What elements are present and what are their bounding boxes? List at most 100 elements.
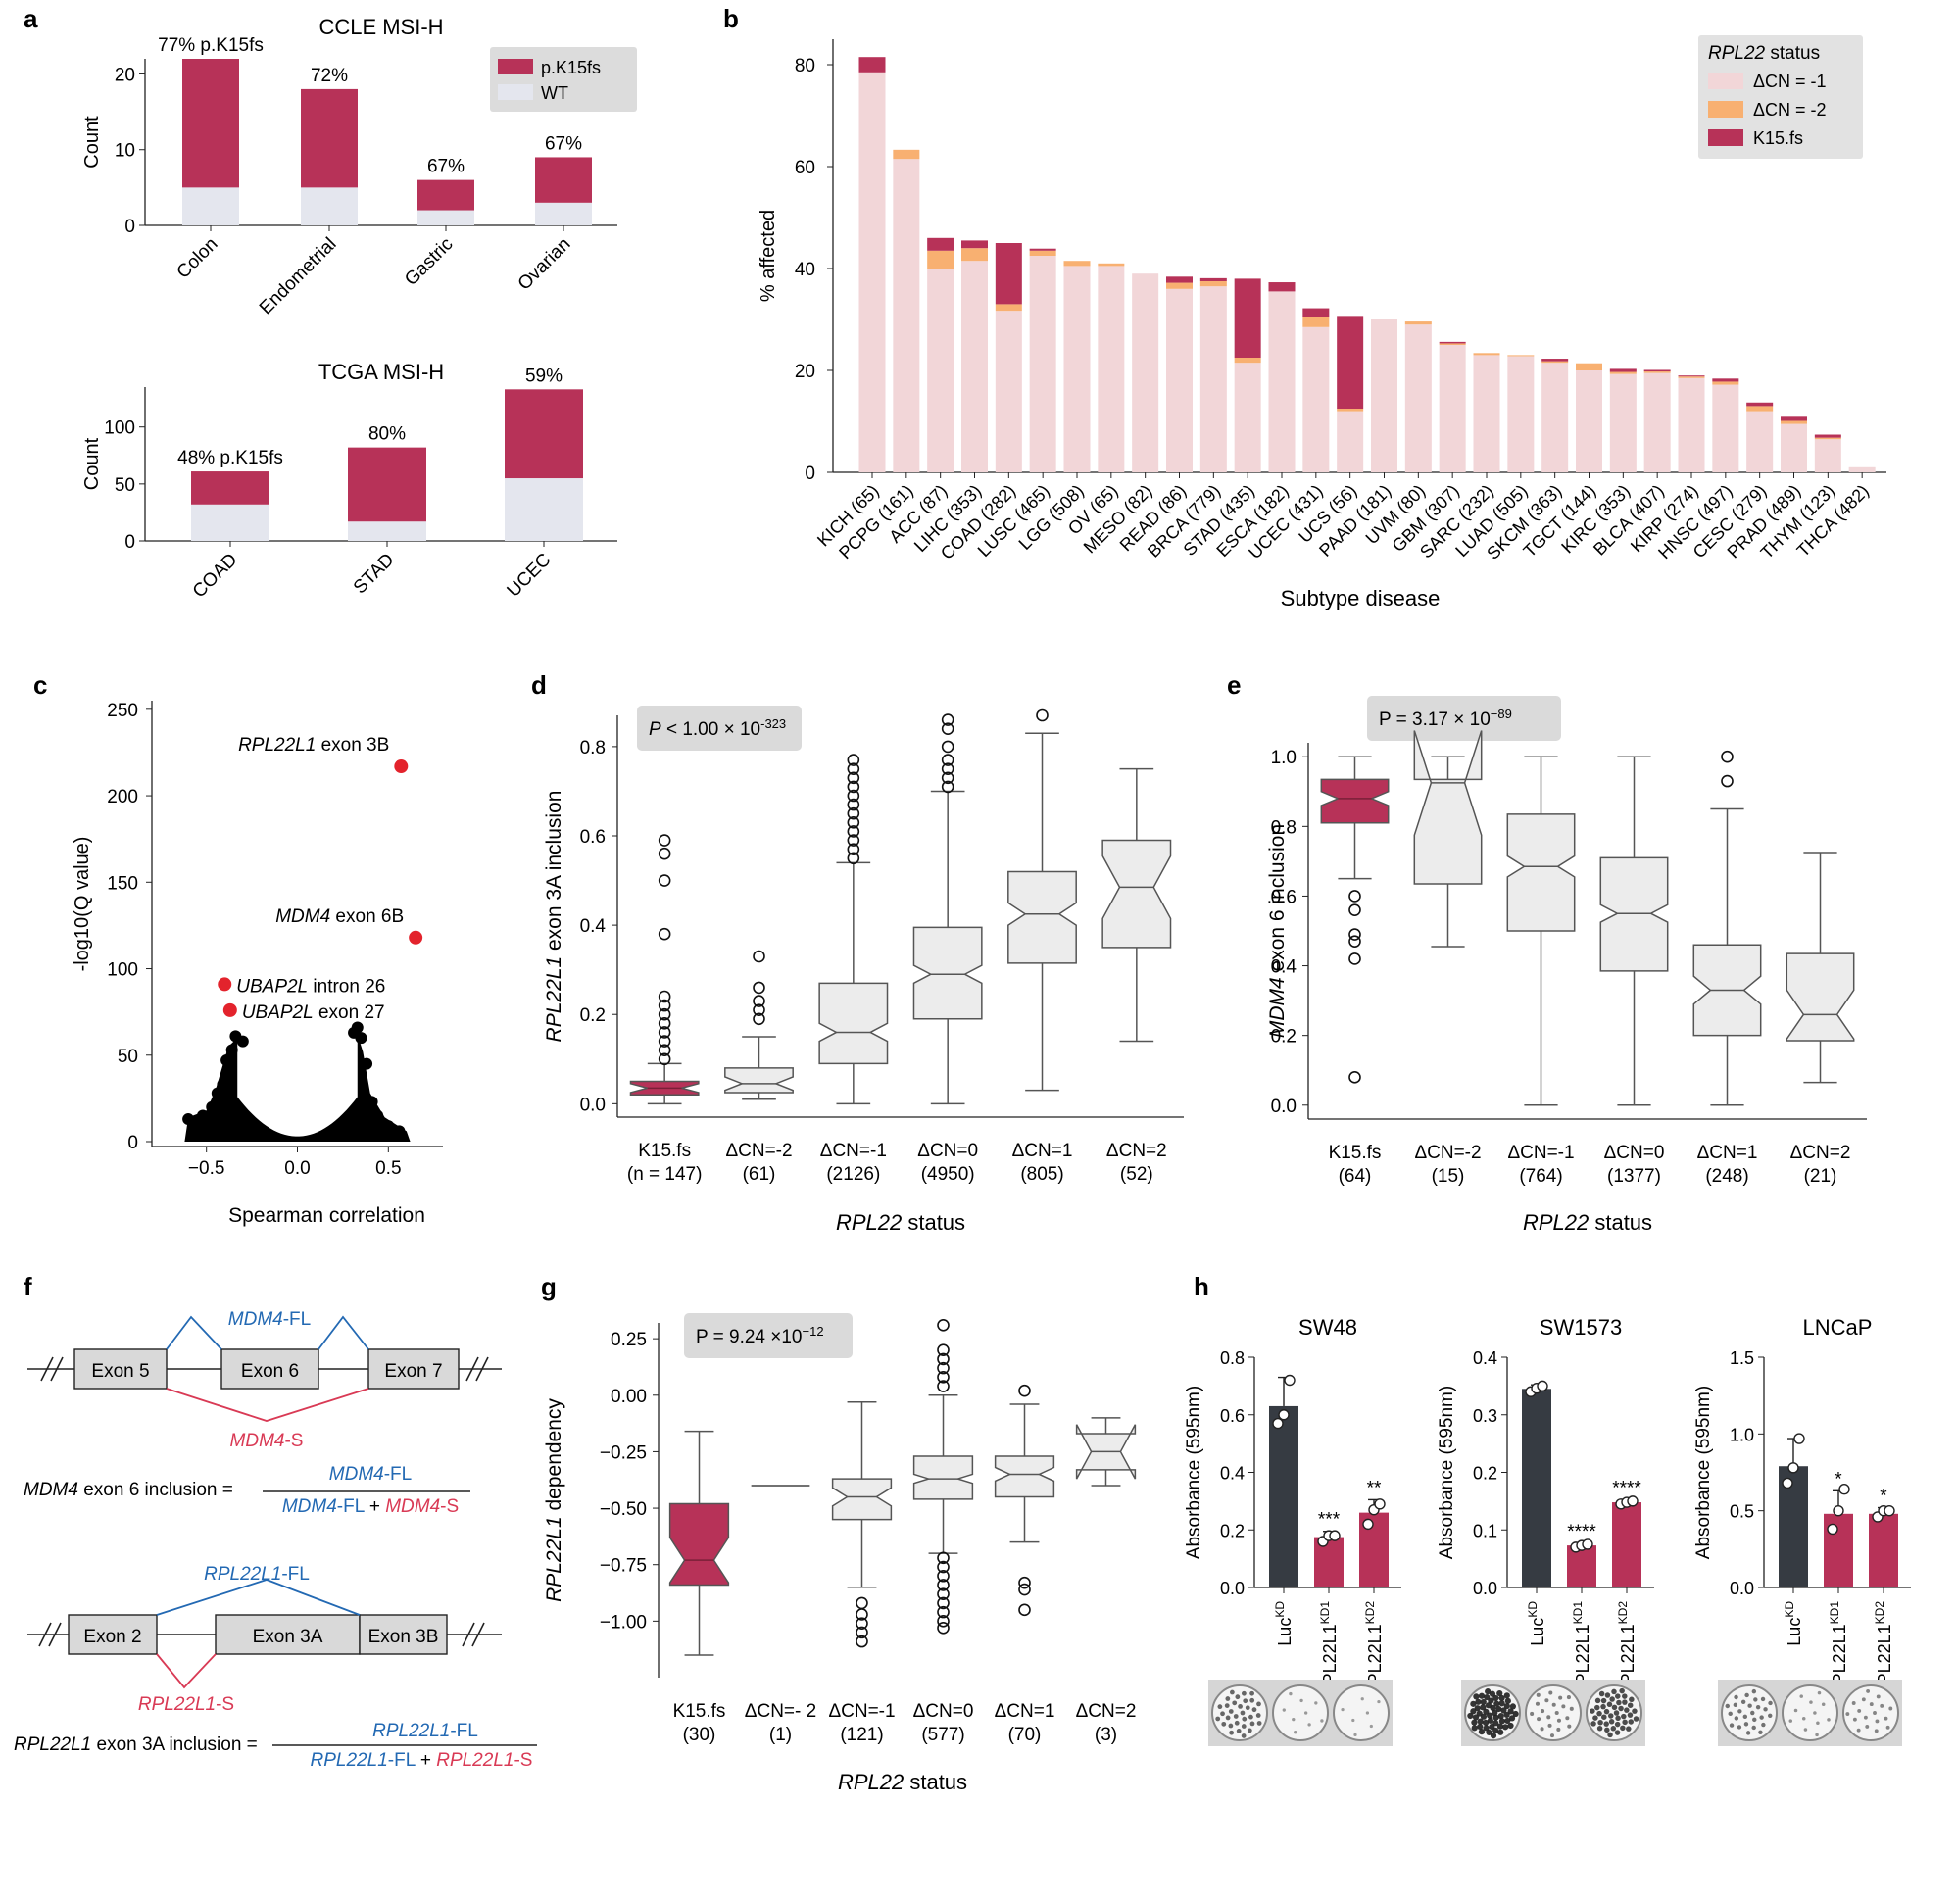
x-category-count: (764)	[1519, 1166, 1562, 1187]
outlier-point	[1018, 1384, 1031, 1397]
outlier-point	[847, 771, 860, 785]
x-axis-label: Spearman correlation	[228, 1204, 425, 1227]
colony-dot	[1492, 1694, 1499, 1702]
box-body	[1786, 952, 1855, 1042]
outlier-point	[658, 1017, 671, 1030]
colony-dot	[1598, 1690, 1605, 1697]
highlight-label: UBAP2L exon 27	[242, 1002, 385, 1023]
colony-dot	[1471, 1719, 1478, 1726]
outlier-point	[1036, 708, 1049, 722]
x-tick-label: LucKD	[1526, 1601, 1547, 1646]
colony-dot	[1760, 1696, 1766, 1702]
colony-dot	[1492, 1709, 1498, 1717]
colony-dot	[1817, 1690, 1822, 1695]
colony-dot	[1733, 1702, 1738, 1708]
y-tick-label: 0.0	[1473, 1579, 1497, 1598]
colony-dot	[1616, 1699, 1622, 1706]
bar-segment	[1507, 356, 1535, 472]
exon-label: Exon 3B	[368, 1627, 439, 1647]
x-axis-label-rest: status	[1589, 1210, 1652, 1235]
x-tick-label: RPL22L1KD2	[1363, 1601, 1385, 1698]
exon-box	[220, 1348, 319, 1390]
break-mark-left	[38, 1622, 62, 1647]
outlier-point	[847, 780, 860, 794]
bar	[1869, 1513, 1898, 1587]
y-tick-label: 60	[795, 158, 815, 178]
x-axis-label: RPL22 status	[1523, 1210, 1652, 1235]
colony-dot	[1480, 1713, 1488, 1720]
colony-dot	[1621, 1713, 1627, 1720]
mdm4-fl-label: MDM4-FL	[228, 1309, 311, 1330]
outlier-point	[941, 740, 954, 754]
bar-segment	[1609, 373, 1637, 472]
replicate-point	[1833, 1504, 1844, 1517]
colony-dot	[1544, 1698, 1549, 1703]
x-tick-label-base: Luc	[1275, 1618, 1295, 1646]
bar-segment	[1404, 324, 1432, 472]
scatter-point	[206, 1100, 219, 1113]
colony-dot	[1490, 1704, 1496, 1712]
y-tick-label: −0.50	[600, 1499, 647, 1520]
x-axis-label: Subtype disease	[1281, 586, 1441, 610]
colony-dot	[1247, 1728, 1252, 1733]
bar-segment	[1848, 466, 1876, 472]
colony-dot	[1241, 1690, 1247, 1696]
colony-dot	[1493, 1700, 1500, 1707]
x-tick-label-sup: KD1	[1318, 1601, 1332, 1625]
mdm4-formula-denominator: MDM4-FL + MDM4-S	[282, 1496, 459, 1517]
bar-segment	[1234, 363, 1261, 472]
colony-dot	[1548, 1690, 1553, 1695]
colony-dot	[1813, 1711, 1817, 1715]
bar-segment	[1609, 371, 1637, 374]
bar-segment	[1507, 355, 1535, 357]
bar-segment	[1781, 423, 1807, 472]
highlight-point	[222, 1002, 237, 1017]
bar	[1824, 1513, 1853, 1587]
colony-dot	[1483, 1725, 1490, 1732]
y-axis-label: Absorbance (595nm)	[1184, 1386, 1204, 1559]
rpl-formula-denominator-part-2: +	[416, 1750, 437, 1771]
colony-dot	[1873, 1711, 1877, 1715]
colony-dot	[1856, 1728, 1861, 1733]
x-category-label: ΔCN=-2	[725, 1141, 792, 1161]
bar-segment	[1063, 266, 1091, 472]
colony-dot	[1737, 1709, 1742, 1714]
outlier-point	[856, 1635, 868, 1648]
colony-dot	[1866, 1688, 1871, 1693]
outlier-point	[847, 843, 860, 855]
colony-dot	[1885, 1725, 1890, 1730]
box-body	[994, 1455, 1055, 1498]
y-axis-label-rest: exon 6 inclusion	[1266, 824, 1289, 977]
bar-segment	[1643, 372, 1671, 472]
y-tick-label: 0.2	[1271, 1027, 1297, 1048]
bar-segment	[1199, 286, 1227, 472]
significance-label: ***	[1318, 1510, 1341, 1531]
colony-dot	[1809, 1700, 1813, 1704]
break-mark-right	[462, 1622, 485, 1647]
colony-dot	[1351, 1718, 1355, 1723]
x-category-count: (1)	[769, 1725, 792, 1745]
outlier-point	[658, 927, 671, 941]
bar-segment	[1814, 434, 1841, 438]
bar-segment	[1029, 250, 1056, 256]
colony-dot	[1551, 1702, 1556, 1707]
bar-segment	[1029, 256, 1056, 472]
bar-segment	[893, 159, 920, 472]
x-tick-label: Gastric	[401, 234, 457, 290]
x-category-label: ΔCN=1	[1697, 1143, 1758, 1163]
colony-dot	[1242, 1716, 1248, 1722]
replicate-point	[1782, 1477, 1793, 1489]
bar-segment	[1643, 369, 1671, 372]
colony-dot	[1225, 1715, 1231, 1721]
highlight-label-part-1: exon 6B	[330, 906, 404, 927]
bar-label: 48% p.K15fs	[177, 448, 283, 468]
colony-dot	[1234, 1720, 1240, 1726]
x-tick-label-sup: KD	[1783, 1601, 1796, 1618]
replicate-point	[1884, 1504, 1895, 1517]
outlier-point	[658, 1035, 671, 1048]
box-body	[1320, 778, 1390, 824]
y-tick-label: 50	[118, 1047, 138, 1067]
rpl-formula-label: RPL22L1 exon 3A inclusion =	[14, 1734, 258, 1755]
colony-dot	[1725, 1703, 1730, 1709]
colony-dot	[1565, 1716, 1570, 1721]
